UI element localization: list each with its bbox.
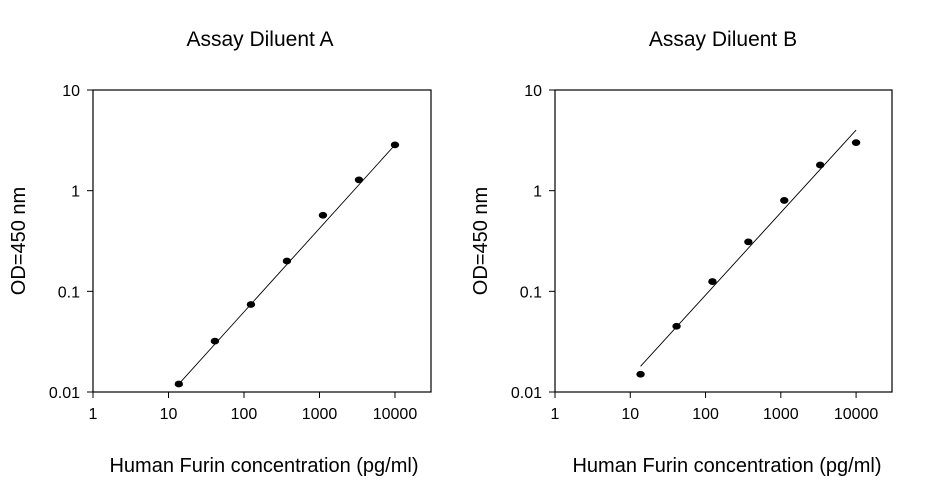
data-point — [744, 238, 753, 246]
data-point — [174, 380, 184, 388]
data-point — [636, 370, 645, 378]
chart-panel-2: Assay Diluent B 1 10 100 1000 10000 0.01 0.1 1 10… — [470, 28, 893, 477]
y-tick-label: 10 — [524, 83, 542, 100]
x-tick-label: 1 — [89, 406, 98, 423]
y-tick-label: 0.1 — [58, 284, 80, 301]
x-tick-label: 10000 — [834, 406, 879, 423]
chart-title: Assay Diluent A — [186, 28, 333, 51]
x-tick-label: 1 — [551, 406, 560, 423]
y-tick-label: 1 — [71, 184, 80, 201]
y-axis-label: OD=450 nm — [8, 187, 30, 295]
data-point — [246, 301, 256, 308]
x-tick-label: 1000 — [302, 406, 338, 423]
x-tick-label: 10 — [160, 406, 178, 423]
y-axis-label: OD=450 nm — [470, 187, 492, 295]
y-tick-label: 10 — [62, 83, 80, 100]
data-point — [354, 176, 364, 184]
data-point — [390, 141, 400, 149]
x-tick-label: 100 — [231, 406, 258, 423]
x-tick-label: 10 — [621, 406, 639, 423]
x-axis-label: Human Furin concentration (pg/ml) — [109, 455, 418, 477]
data-point — [318, 211, 328, 219]
data-point — [282, 257, 292, 265]
x-tick-label: 10000 — [373, 406, 418, 423]
data-point — [672, 322, 681, 330]
data-point — [815, 161, 825, 169]
y-tick-label: 1 — [533, 184, 542, 201]
plot-frame — [554, 89, 893, 393]
data-point — [708, 278, 717, 285]
y-tick-label: 0.1 — [520, 284, 542, 301]
x-tick-label: 100 — [692, 406, 719, 423]
x-tick-label: 1000 — [763, 406, 799, 423]
x-axis-label: Human Furin concentration (pg/ml) — [572, 455, 881, 477]
y-tick-label: 0.01 — [49, 385, 80, 402]
y-tick-label: 0.01 — [511, 385, 542, 402]
chart-title: Assay Diluent B — [649, 28, 797, 51]
data-point — [210, 337, 220, 345]
data-point — [851, 139, 861, 147]
plot-frame — [92, 89, 432, 393]
data-point — [780, 197, 789, 204]
chart-panel-1: Assay Diluent A 1 10 100 1000 10000 0.01 0.1 1 10… — [8, 28, 432, 477]
